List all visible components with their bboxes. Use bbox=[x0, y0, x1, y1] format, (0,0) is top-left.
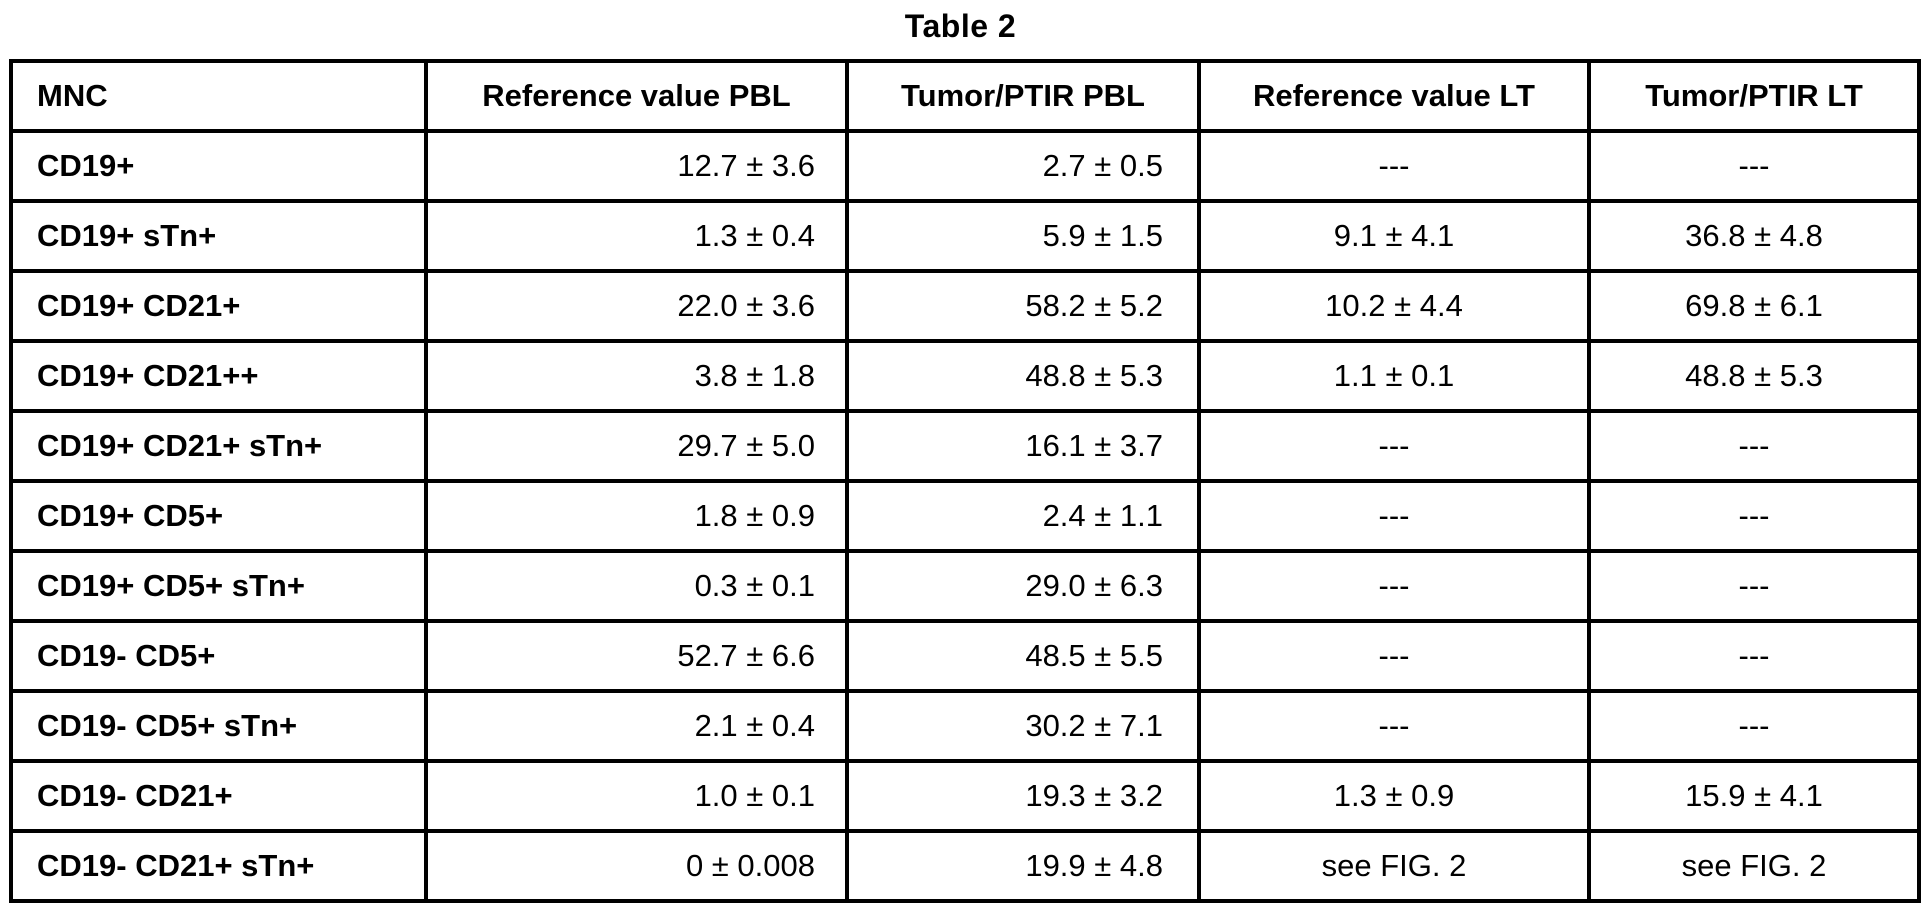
table-row: CD19+ CD21++ 3.8 ± 1.8 48.8 ± 5.3 1.1 ± 0.1… bbox=[9, 339, 1921, 413]
reference-pbl-cell: 29.7 ± 5.0 bbox=[424, 409, 849, 483]
row-label-cell: CD19+ CD5+ bbox=[9, 479, 428, 553]
tumor-lt-cell: 48.8 ± 5.3 bbox=[1587, 339, 1921, 413]
reference-lt-cell: --- bbox=[1197, 619, 1591, 693]
tumor-lt-cell: 15.9 ± 4.1 bbox=[1587, 759, 1921, 833]
table-row: CD19- CD5+ 52.7 ± 6.6 48.5 ± 5.5 --- --- bbox=[9, 619, 1921, 693]
tumor-lt-cell: --- bbox=[1587, 129, 1921, 203]
table-row: CD19+ CD5+ sTn+ 0.3 ± 0.1 29.0 ± 6.3 --- --- bbox=[9, 549, 1921, 623]
reference-lt-cell: --- bbox=[1197, 129, 1591, 203]
column-header-tumor-ptir-lt: Tumor/PTIR LT bbox=[1587, 59, 1921, 133]
table-row: CD19- CD21+ 1.0 ± 0.1 19.3 ± 3.2 1.3 ± 0.9 1… bbox=[9, 759, 1921, 833]
reference-pbl-cell: 22.0 ± 3.6 bbox=[424, 269, 849, 343]
row-label-cell: CD19+ bbox=[9, 129, 428, 203]
tumor-pbl-cell: 19.3 ± 3.2 bbox=[845, 759, 1201, 833]
tumor-pbl-cell: 29.0 ± 6.3 bbox=[845, 549, 1201, 623]
row-label-cell: CD19- CD21+ sTn+ bbox=[9, 829, 428, 903]
row-label-cell: CD19+ sTn+ bbox=[9, 199, 428, 273]
reference-lt-cell: --- bbox=[1197, 409, 1591, 483]
reference-lt-cell: see FIG. 2 bbox=[1197, 829, 1591, 903]
reference-pbl-cell: 2.1 ± 0.4 bbox=[424, 689, 849, 763]
reference-lt-cell: 10.2 ± 4.4 bbox=[1197, 269, 1591, 343]
table-row: CD19+ CD5+ 1.8 ± 0.9 2.4 ± 1.1 --- --- bbox=[9, 479, 1921, 553]
tumor-pbl-cell: 48.5 ± 5.5 bbox=[845, 619, 1201, 693]
tumor-pbl-cell: 5.9 ± 1.5 bbox=[845, 199, 1201, 273]
tumor-lt-cell: --- bbox=[1587, 479, 1921, 553]
table-row: CD19- CD5+ sTn+ 2.1 ± 0.4 30.2 ± 7.1 --- --- bbox=[9, 689, 1921, 763]
row-label-cell: CD19+ CD21+ bbox=[9, 269, 428, 343]
table-body: CD19+ 12.7 ± 3.6 2.7 ± 0.5 --- --- CD19+ sTn+… bbox=[9, 129, 1921, 903]
tumor-pbl-cell: 58.2 ± 5.2 bbox=[845, 269, 1201, 343]
row-label-cell: CD19+ CD21+ sTn+ bbox=[9, 409, 428, 483]
reference-pbl-cell: 3.8 ± 1.8 bbox=[424, 339, 849, 413]
reference-lt-cell: --- bbox=[1197, 479, 1591, 553]
reference-lt-cell: 1.1 ± 0.1 bbox=[1197, 339, 1591, 413]
header-row: MNC Reference value PBL Tumor/PTIR PBL R… bbox=[9, 59, 1921, 133]
tumor-lt-cell: --- bbox=[1587, 619, 1921, 693]
tumor-lt-cell: 69.8 ± 6.1 bbox=[1587, 269, 1921, 343]
table-row: CD19+ CD21+ sTn+ 29.7 ± 5.0 16.1 ± 3.7 --- -… bbox=[9, 409, 1921, 483]
table-row: CD19+ 12.7 ± 3.6 2.7 ± 0.5 --- --- bbox=[9, 129, 1921, 203]
tumor-pbl-cell: 19.9 ± 4.8 bbox=[845, 829, 1201, 903]
reference-pbl-cell: 1.8 ± 0.9 bbox=[424, 479, 849, 553]
tumor-pbl-cell: 2.4 ± 1.1 bbox=[845, 479, 1201, 553]
column-header-reference-value-lt: Reference value LT bbox=[1197, 59, 1591, 133]
table-title: Table 2 bbox=[904, 8, 1017, 44]
column-header-mnc: MNC bbox=[9, 59, 428, 133]
table-row: CD19+ sTn+ 1.3 ± 0.4 5.9 ± 1.5 9.1 ± 4.1 36.… bbox=[9, 199, 1921, 273]
tumor-pbl-cell: 2.7 ± 0.5 bbox=[845, 129, 1201, 203]
reference-lt-cell: 9.1 ± 4.1 bbox=[1197, 199, 1591, 273]
data-table: MNC Reference value PBL Tumor/PTIR PBL R… bbox=[9, 59, 1921, 903]
tumor-pbl-cell: 30.2 ± 7.1 bbox=[845, 689, 1201, 763]
row-label-cell: CD19- CD5+ sTn+ bbox=[9, 689, 428, 763]
row-label-cell: CD19- CD5+ bbox=[9, 619, 428, 693]
reference-pbl-cell: 1.3 ± 0.4 bbox=[424, 199, 849, 273]
reference-lt-cell: --- bbox=[1197, 549, 1591, 623]
reference-pbl-cell: 52.7 ± 6.6 bbox=[424, 619, 849, 693]
reference-pbl-cell: 12.7 ± 3.6 bbox=[424, 129, 849, 203]
tumor-lt-cell: --- bbox=[1587, 409, 1921, 483]
reference-pbl-cell: 1.0 ± 0.1 bbox=[424, 759, 849, 833]
row-label-cell: CD19+ CD5+ sTn+ bbox=[9, 549, 428, 623]
tumor-lt-cell: --- bbox=[1587, 689, 1921, 763]
row-label-cell: CD19+ CD21++ bbox=[9, 339, 428, 413]
column-header-reference-value-pbl: Reference value PBL bbox=[424, 59, 849, 133]
reference-pbl-cell: 0.3 ± 0.1 bbox=[424, 549, 849, 623]
tumor-lt-cell: see FIG. 2 bbox=[1587, 829, 1921, 903]
table-row: CD19+ CD21+ 22.0 ± 3.6 58.2 ± 5.2 10.2 ± 4.… bbox=[9, 269, 1921, 343]
reference-pbl-cell: 0 ± 0.008 bbox=[424, 829, 849, 903]
table-row: CD19- CD21+ sTn+ 0 ± 0.008 19.9 ± 4.8 see F… bbox=[9, 829, 1921, 903]
row-label-cell: CD19- CD21+ bbox=[9, 759, 428, 833]
tumor-lt-cell: --- bbox=[1587, 549, 1921, 623]
reference-lt-cell: 1.3 ± 0.9 bbox=[1197, 759, 1591, 833]
column-header-tumor-ptir-pbl: Tumor/PTIR PBL bbox=[845, 59, 1201, 133]
tumor-lt-cell: 36.8 ± 4.8 bbox=[1587, 199, 1921, 273]
reference-lt-cell: --- bbox=[1197, 689, 1591, 763]
tumor-pbl-cell: 16.1 ± 3.7 bbox=[845, 409, 1201, 483]
tumor-pbl-cell: 48.8 ± 5.3 bbox=[845, 339, 1201, 413]
